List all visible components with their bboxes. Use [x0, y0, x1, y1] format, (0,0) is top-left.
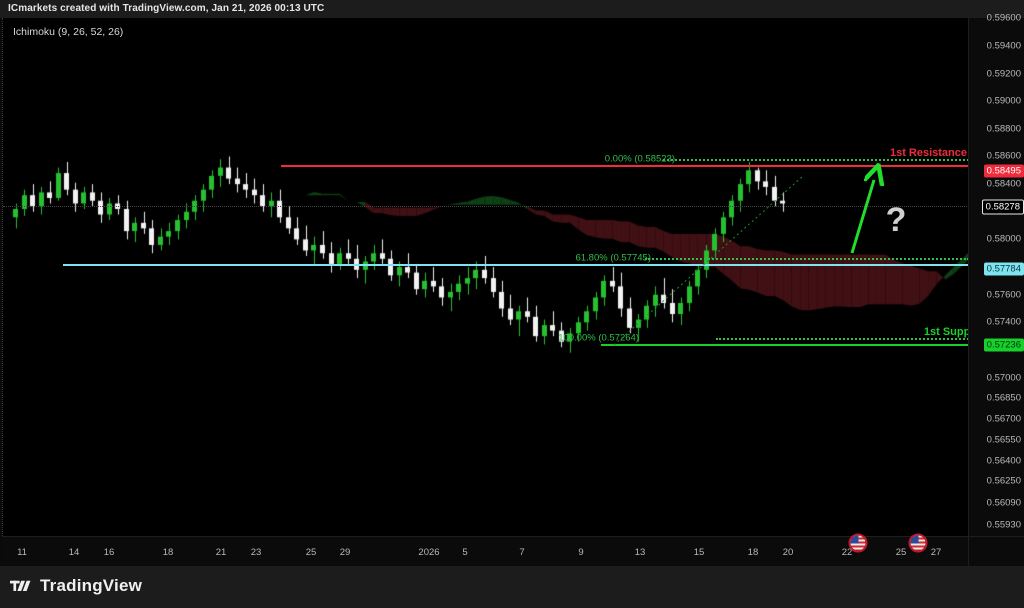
footer-bar: TradingView — [0, 566, 1024, 608]
time-tick: 5 — [462, 547, 468, 558]
price-tick: 0.56700 — [986, 413, 1021, 425]
level-dotted-support — [716, 338, 969, 340]
question-mark-annotation[interactable]: ? — [885, 201, 907, 239]
price-tick: 0.57000 — [986, 372, 1021, 384]
level-label-support[interactable]: 1st Support — [923, 326, 969, 338]
time-tick: 11 — [17, 547, 27, 558]
time-tick: 29 — [339, 547, 351, 558]
price-tick: 0.58600 — [986, 150, 1021, 162]
time-tick: 22 — [841, 547, 853, 558]
fib-label-pivot: 61.80% (0.57745) — [575, 252, 651, 264]
attribution-bar: ICmarkets created with TradingView.com, … — [0, 0, 1024, 18]
fib-label-support: 100.00% (0.57264) — [558, 332, 639, 344]
price-tick: 0.56550 — [986, 434, 1021, 446]
level-dotted-resistance — [663, 159, 969, 161]
price-tick: 0.57600 — [986, 289, 1021, 301]
level-label-resistance[interactable]: 1st Resistance — [889, 147, 967, 159]
level-line-resistance[interactable] — [281, 165, 969, 167]
tradingview-mark-icon — [10, 580, 31, 591]
price-tick: 0.57400 — [986, 316, 1021, 328]
tradingview-wordmark: TradingView — [40, 576, 143, 595]
tradingview-logo: TradingView — [10, 576, 142, 596]
level-dotted-pivot — [645, 258, 969, 260]
annotation-svg — [613, 18, 969, 346]
price-tick: 0.58400 — [986, 178, 1021, 190]
time-tick: 25 — [895, 547, 907, 558]
us-flag-event-icon[interactable] — [848, 533, 868, 553]
price-tick: 0.58000 — [986, 233, 1021, 245]
price-tick: 0.59200 — [986, 68, 1021, 80]
time-tick: 9 — [578, 547, 584, 558]
time-tick: 7 — [519, 547, 525, 558]
level-line-support[interactable] — [601, 344, 969, 346]
time-tick: 23 — [250, 547, 262, 558]
time-tick: 13 — [634, 547, 646, 558]
time-tick: 21 — [215, 547, 227, 558]
time-tick: 20 — [782, 547, 794, 558]
time-axis[interactable]: 11 14 16 18 21 23 25 29 2026 5 7 9 13 15 18 20 22 25 27 — [2, 533, 968, 567]
time-tick: 25 — [305, 547, 317, 558]
price-tick: 0.56090 — [986, 497, 1021, 509]
us-flag-event-icon[interactable] — [908, 533, 928, 553]
bullish-arrow-icon[interactable] — [850, 180, 874, 254]
price-tag-last[interactable]: 0.58495 — [983, 164, 1024, 178]
time-tick: 27 — [930, 547, 942, 558]
grid-line — [3, 206, 969, 207]
attribution-text: ICmarkets created with TradingView.com, … — [8, 3, 325, 14]
time-tick: 18 — [162, 547, 174, 558]
indicator-legend[interactable]: Ichimoku (9, 26, 52, 26) — [13, 26, 124, 38]
price-tick: 0.56850 — [986, 392, 1021, 404]
candlestick-canvas — [3, 18, 969, 536]
price-tick: 0.58800 — [986, 123, 1021, 135]
price-tick: 0.59000 — [986, 95, 1021, 107]
price-tick: 0.56400 — [986, 455, 1021, 467]
trend-line[interactable] — [613, 175, 804, 346]
time-tick: 18 — [747, 547, 759, 558]
level-line-pivot[interactable] — [63, 264, 969, 266]
price-tick: 0.59400 — [986, 40, 1021, 52]
price-tag-sup[interactable]: 0.57236 — [983, 338, 1024, 352]
time-tick: 2026 — [418, 547, 440, 558]
time-tick: 15 — [693, 547, 705, 558]
price-tick: 0.59600 — [986, 12, 1021, 24]
time-tick: 16 — [103, 547, 115, 558]
chart-pane[interactable]: Ichimoku (9, 26, 52, 26) 1st Resistance 0… — [2, 18, 969, 536]
time-tick: 14 — [68, 547, 80, 558]
price-tag-cur[interactable]: 0.58278 — [981, 199, 1024, 215]
price-tag-piv[interactable]: 0.57784 — [983, 262, 1024, 276]
price-tick: 0.56250 — [986, 475, 1021, 487]
price-tick: 0.55930 — [986, 519, 1021, 531]
price-axis[interactable]: 0.59600 0.59400 0.59200 0.59000 0.58800 0.586… — [968, 13, 1024, 536]
axis-corner — [968, 536, 1024, 567]
fib-label-resistance: 0.00% (0.58523) — [604, 153, 675, 165]
